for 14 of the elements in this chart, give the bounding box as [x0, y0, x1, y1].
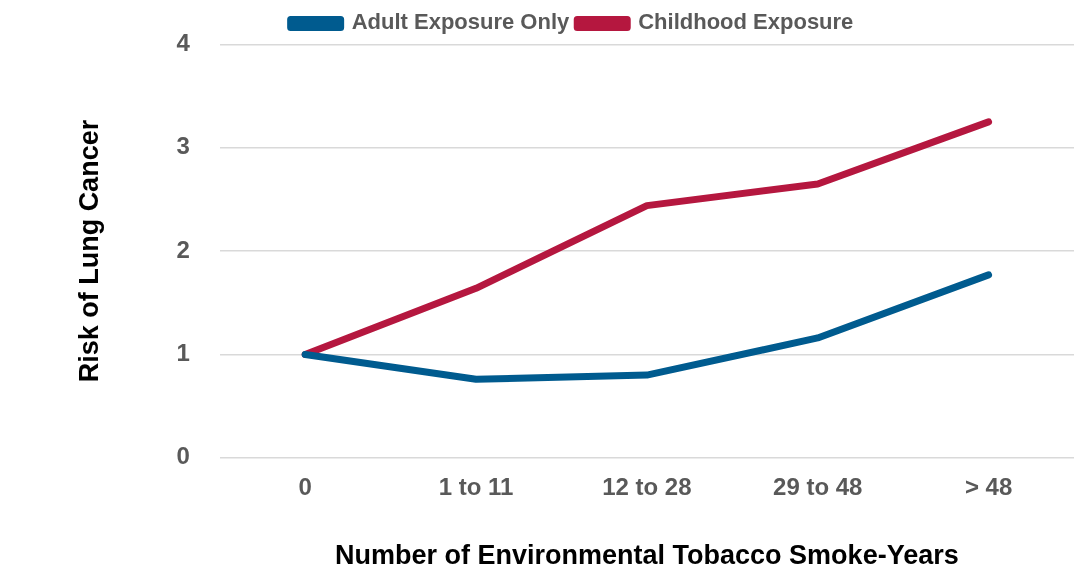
x-tick-label: 0	[298, 472, 312, 500]
x-tick-label: 29 to 48	[773, 472, 863, 500]
y-tick-label: 0	[176, 442, 190, 470]
y-tick-label: 1	[176, 339, 190, 367]
x-tick-label: > 48	[964, 472, 1013, 500]
y-tick-label: 3	[176, 132, 190, 160]
legend-label: Childhood Exposure	[638, 9, 854, 35]
y-tick-label: 2	[176, 235, 190, 263]
x-tick-label: 1 to 11	[438, 472, 514, 500]
y-tick-label: 4	[176, 29, 191, 57]
x-axis-title: Number of Environmental Tobacco Smoke-Years	[335, 540, 959, 571]
y-axis-title: Risk of Lung Cancer	[73, 119, 104, 383]
x-tick-label: 12 to 28	[602, 472, 692, 500]
legend-label: Adult Exposure Only	[351, 9, 570, 35]
